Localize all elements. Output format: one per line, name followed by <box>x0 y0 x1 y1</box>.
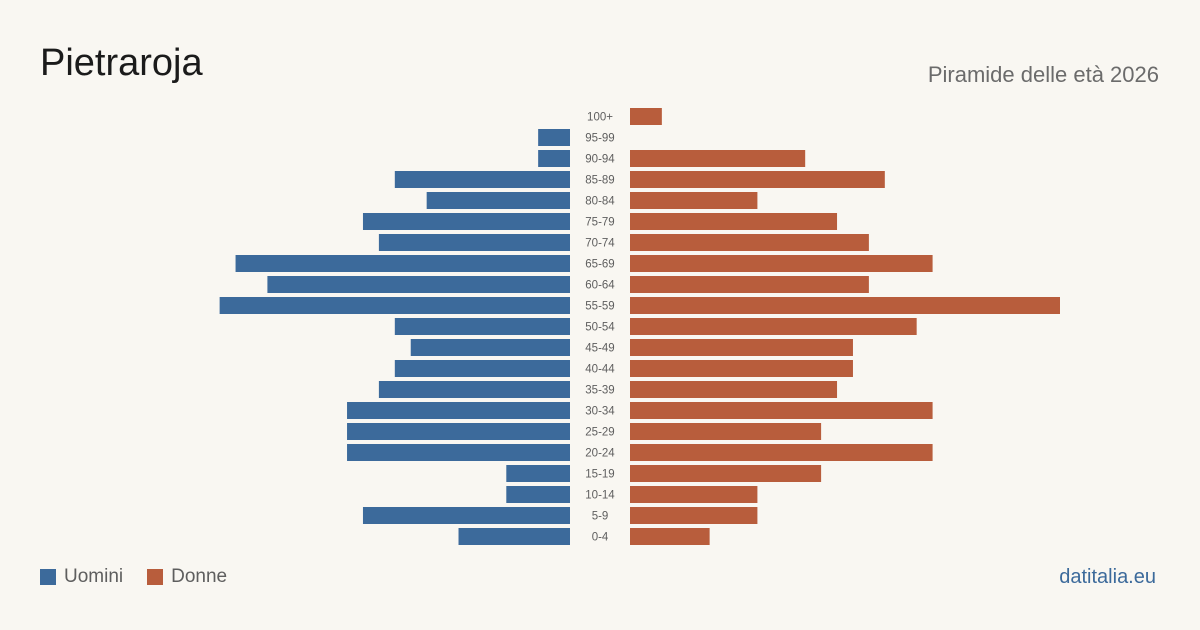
legend: Uomini Donne <box>40 566 251 588</box>
bar-men-10-14 <box>506 486 570 503</box>
bar-men-5-9 <box>362 507 570 524</box>
age-label-20-24: 20-24 <box>585 448 615 460</box>
bar-men-15-19 <box>506 465 570 482</box>
legend-swatch-men <box>40 569 56 585</box>
legend-item-women: Donne <box>147 566 227 588</box>
bar-women-35-39 <box>630 381 838 398</box>
chart-subtitle: Piramide delle età 2026 <box>927 62 1159 87</box>
bar-men-75-79 <box>362 213 570 230</box>
bar-men-95-99 <box>538 129 570 146</box>
bar-men-80-84 <box>426 192 570 209</box>
bar-men-40-44 <box>394 360 570 377</box>
age-label-35-39: 35-39 <box>585 385 614 397</box>
bar-women-5-9 <box>630 507 758 524</box>
age-label-95-99: 95-99 <box>585 133 614 145</box>
age-label-85-89: 85-89 <box>585 175 614 187</box>
age-label-25-29: 25-29 <box>585 427 614 439</box>
legend-label-women: Donne <box>171 566 228 587</box>
bar-men-90-94 <box>538 150 570 167</box>
age-label-90-94: 90-94 <box>585 154 615 166</box>
bar-men-35-39 <box>378 381 570 398</box>
bar-women-50-54 <box>630 318 917 335</box>
legend-label-men: Uomini <box>64 566 124 587</box>
legend-item-men: Uomini <box>40 566 123 588</box>
men-bars-group <box>219 129 571 545</box>
age-label-50-54: 50-54 <box>585 322 615 334</box>
age-label-75-79: 75-79 <box>585 217 614 229</box>
bar-women-75-79 <box>630 213 838 230</box>
bar-women-10-14 <box>630 486 758 503</box>
bar-women-90-94 <box>630 150 806 167</box>
bar-men-30-34 <box>347 402 570 419</box>
bar-women-15-19 <box>630 465 822 482</box>
women-bars-group <box>630 108 1060 545</box>
chart-title: Pietraroja <box>40 42 203 84</box>
bar-women-0-4 <box>630 528 710 545</box>
age-label-100+: 100+ <box>587 112 613 124</box>
bar-women-55-59 <box>630 297 1060 314</box>
age-label-30-34: 30-34 <box>585 406 615 418</box>
bar-men-60-64 <box>267 276 570 293</box>
bar-men-50-54 <box>394 318 570 335</box>
age-label-10-14: 10-14 <box>585 490 615 502</box>
bar-men-55-59 <box>219 297 570 314</box>
bar-women-65-69 <box>630 255 933 272</box>
age-label-45-49: 45-49 <box>585 343 614 355</box>
bar-men-0-4 <box>458 528 570 545</box>
bar-women-80-84 <box>630 192 758 209</box>
bar-men-20-24 <box>347 444 570 461</box>
age-labels-group: 100+ 95-99 90-94 85-89 80-84 75-79 70-74 65-69 6… <box>585 112 615 544</box>
bar-men-25-29 <box>347 423 570 440</box>
bar-men-70-74 <box>378 234 570 251</box>
age-label-15-19: 15-19 <box>585 469 614 481</box>
bar-men-65-69 <box>235 255 571 272</box>
bar-women-30-34 <box>630 402 933 419</box>
bar-men-45-49 <box>410 339 570 356</box>
age-label-70-74: 70-74 <box>585 238 615 250</box>
age-label-0-4: 0-4 <box>592 532 609 544</box>
bar-women-20-24 <box>630 444 933 461</box>
population-pyramid-chart: 100+ 95-99 90-94 85-89 80-84 75-79 70-74 65-69 6… <box>219 108 1060 545</box>
bar-women-60-64 <box>630 276 869 293</box>
bar-women-25-29 <box>630 423 822 440</box>
age-label-5-9: 5-9 <box>592 511 609 523</box>
age-label-65-69: 65-69 <box>585 259 614 271</box>
bar-women-100+ <box>630 108 662 125</box>
legend-swatch-women <box>147 569 164 585</box>
age-label-60-64: 60-64 <box>585 280 615 292</box>
age-label-55-59: 55-59 <box>585 301 614 313</box>
age-label-40-44: 40-44 <box>585 364 615 376</box>
bar-women-40-44 <box>630 360 853 377</box>
bar-women-45-49 <box>630 339 853 356</box>
bar-women-70-74 <box>630 234 869 251</box>
age-label-80-84: 80-84 <box>585 196 615 208</box>
bar-women-85-89 <box>630 171 885 188</box>
source-link[interactable]: datitalia.eu <box>1059 566 1156 588</box>
bar-men-85-89 <box>394 171 570 188</box>
